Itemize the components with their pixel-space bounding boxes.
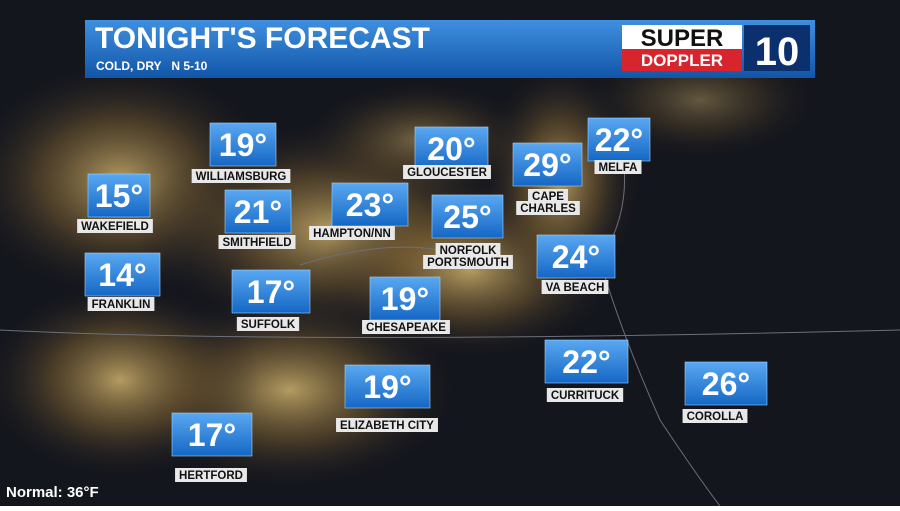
temp-box — [414, 126, 489, 171]
temp-value: 25° — [443, 199, 491, 235]
name-plate — [546, 388, 624, 402]
name-plate — [682, 409, 748, 423]
temp-box — [209, 122, 277, 167]
temp-box — [536, 234, 616, 279]
temp-value: 19° — [363, 369, 411, 405]
location-name: CHARLES — [520, 203, 576, 215]
location-name: CHESAPEAKE — [366, 322, 446, 334]
temp-value: 15° — [95, 178, 143, 214]
temp-box — [87, 173, 151, 218]
name-plate — [516, 201, 580, 215]
location-name: CAPE — [532, 191, 564, 203]
name-plate — [87, 297, 155, 311]
location-name: CURRITUCK — [551, 390, 620, 402]
locations: 19° WILLIAMSBURG 15° WAKEFIELD 21° SMITHFIELD… — [77, 117, 768, 482]
name-plate — [191, 169, 291, 183]
name-plate — [594, 160, 642, 174]
temp-box — [587, 117, 651, 162]
name-plate — [541, 280, 609, 294]
temp-box — [684, 361, 768, 406]
logo-bottom — [622, 49, 742, 71]
temp-box — [369, 276, 441, 321]
temp-value: 29° — [523, 147, 571, 183]
temp-box — [224, 189, 292, 234]
name-plate — [175, 468, 247, 482]
logo-super: SUPER — [641, 25, 724, 52]
name-plate — [336, 418, 438, 432]
logo-doppler: DOPPLER — [641, 51, 723, 70]
location-name: SUFFOLK — [241, 319, 296, 331]
logo-number: 10 — [755, 30, 800, 74]
coastline — [0, 119, 900, 507]
name-plate — [528, 189, 568, 203]
temp-box — [84, 252, 161, 297]
location-name: GLOUCESTER — [407, 167, 488, 179]
temp-box — [231, 269, 311, 314]
title: TONIGHT'S FORECAST — [95, 22, 430, 55]
temp-box — [512, 142, 583, 187]
logo: SUPER DOPPLER 10 — [622, 25, 810, 74]
location-name: ELIZABETH CITY — [340, 420, 434, 432]
location-name: PORTSMOUTH — [427, 257, 509, 269]
temp-value: 22° — [595, 122, 643, 158]
name-plate — [309, 226, 395, 240]
name-plate — [362, 320, 450, 334]
location-name: WAKEFIELD — [81, 221, 149, 233]
location-name: HAMPTON/NN — [313, 228, 391, 240]
normal-temp: Normal: 36°F — [6, 484, 99, 501]
temp-value: 17° — [188, 417, 236, 453]
temp-value: 14° — [98, 257, 146, 293]
temp-value: 24° — [552, 239, 600, 275]
temp-value: 21° — [234, 194, 282, 230]
name-plate — [77, 219, 153, 233]
temp-box — [344, 364, 431, 409]
location-name: MELFA — [599, 162, 638, 174]
logo-badge — [744, 25, 810, 71]
location-name: FRANKLIN — [92, 299, 151, 311]
name-plate — [236, 317, 300, 331]
temp-value: 20° — [427, 131, 475, 167]
temp-value: 22° — [562, 344, 610, 380]
location-name: NORFOLK — [440, 245, 498, 257]
location-name: WILLIAMSBURG — [196, 171, 287, 183]
temp-box — [431, 194, 504, 239]
location-name: VA BEACH — [546, 282, 605, 294]
name-plate — [423, 255, 513, 269]
temp-value: 17° — [247, 274, 295, 310]
name-plate — [218, 235, 296, 249]
temp-value: 19° — [381, 281, 429, 317]
temp-box — [544, 339, 629, 384]
temp-value: 23° — [346, 187, 394, 223]
location-name: COROLLA — [687, 411, 744, 423]
logo-top — [622, 25, 742, 49]
subtitle: COLD, DRY N 5-10 — [96, 59, 208, 73]
temp-box — [171, 412, 253, 457]
temp-value: 26° — [702, 366, 750, 402]
name-plate — [435, 243, 501, 257]
name-plate — [403, 165, 491, 179]
location-name: SMITHFIELD — [223, 237, 292, 249]
location-name: HERTFORD — [179, 470, 243, 482]
temp-value: 19° — [219, 127, 267, 163]
